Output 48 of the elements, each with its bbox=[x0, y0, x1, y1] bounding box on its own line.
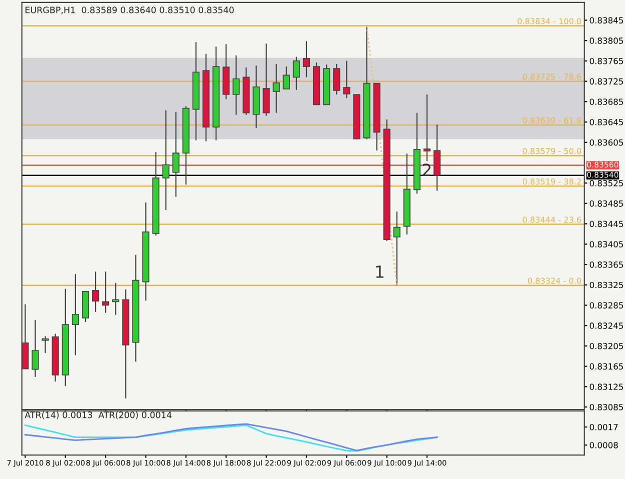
y-tick-label: 0.83725 bbox=[590, 78, 623, 85]
candlestick bbox=[423, 94, 431, 162]
ref-line-label: 0.83324 - 0.0 bbox=[528, 278, 582, 284]
ref-line-label: 0.83579 - 50.0 bbox=[522, 148, 582, 154]
y-tick-label: 0.83685 bbox=[590, 98, 623, 105]
candlestick bbox=[282, 66, 290, 90]
y-tick-label: 0.83445 bbox=[590, 220, 623, 228]
ref-line-label: 0.83444 - 23.6 bbox=[522, 216, 582, 223]
y-tick-label: 0.83165 bbox=[590, 363, 623, 370]
candlestick bbox=[343, 60, 350, 99]
ref-line-label: 0.83725 - 78.6 bbox=[522, 74, 582, 80]
candlestick bbox=[112, 282, 120, 316]
candlestick bbox=[92, 271, 100, 312]
y-tick-label: 0.83245 bbox=[590, 322, 623, 329]
y-tick-label: 0.83205 bbox=[590, 342, 623, 350]
y-tick-label: 0.83645 bbox=[590, 118, 623, 126]
y-tick-label: 0.0008 bbox=[590, 442, 618, 448]
ref-line-label: 0.83519 - 38.2 bbox=[522, 178, 581, 185]
y-tick-label: 0.83805 bbox=[590, 38, 623, 44]
y-tick-label: 0.83125 bbox=[590, 384, 623, 390]
candlestick bbox=[272, 63, 280, 114]
chart-title: ATR(14) 0.0013 ATR(200) 0.0014 bbox=[24, 411, 172, 420]
y-tick-label: 0.83085 bbox=[590, 404, 623, 410]
ref-line-label: 0.83639 - 61.8 bbox=[522, 117, 582, 124]
candlestick bbox=[172, 111, 180, 198]
candlestick bbox=[393, 211, 400, 286]
candlestick bbox=[162, 110, 170, 211]
y-tick-label: 0.83405 bbox=[590, 241, 623, 248]
y-tick-label: 0.83285 bbox=[590, 302, 623, 308]
annotation: 1 bbox=[376, 266, 384, 278]
candlestick bbox=[333, 63, 340, 96]
candlestick bbox=[302, 40, 310, 78]
chart-title: EURGBP,H1 0.83589 0.83640 0.83510 0.83540 bbox=[26, 6, 234, 14]
y-tick-label: 0.83365 bbox=[590, 261, 623, 268]
candlestick bbox=[232, 54, 240, 116]
y-tick-label: 0.83605 bbox=[590, 139, 623, 146]
ref-line-label: 0.83834 - 100.0 bbox=[518, 18, 582, 24]
y-tick-label: 0.83485 bbox=[590, 200, 623, 207]
candlestick bbox=[102, 271, 110, 314]
candlestick bbox=[292, 56, 300, 90]
y-tick-label: 0.83525 bbox=[590, 180, 623, 186]
annotation: 2 bbox=[422, 164, 431, 176]
y-tick-label: 0.83325 bbox=[590, 282, 623, 288]
candlestick bbox=[32, 319, 39, 378]
y-tick-label: 0.0017 bbox=[590, 424, 618, 430]
y-tick-label: 0.83765 bbox=[590, 58, 623, 64]
y-tick-label: 0.83845 bbox=[590, 17, 623, 24]
candlestick bbox=[72, 274, 79, 356]
